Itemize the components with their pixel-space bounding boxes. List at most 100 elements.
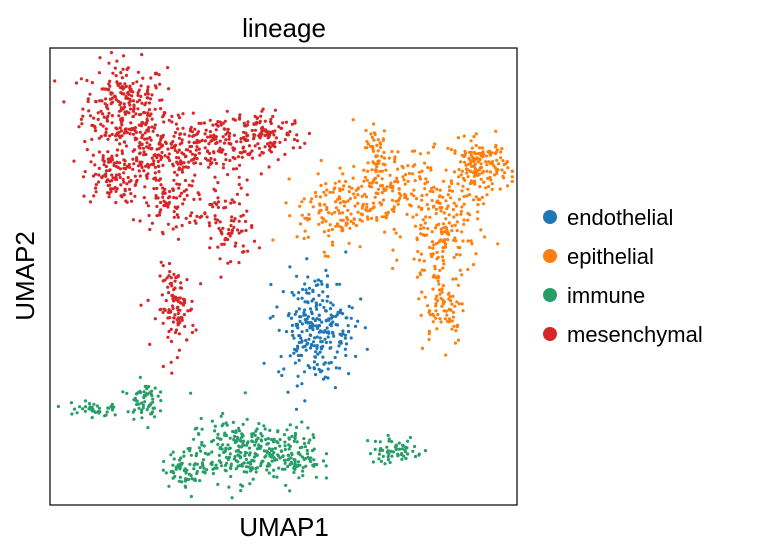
point-epithelial [444,353,448,357]
point-endothelial [334,314,338,318]
point-mesenchymal [131,114,136,118]
point-epithelial [317,222,321,226]
point-mesenchymal [193,153,197,157]
point-immune [236,453,240,457]
point-mesenchymal [149,112,153,116]
point-mesenchymal [267,165,271,169]
point-endothelial [346,324,350,328]
point-epithelial [449,299,453,303]
point-endothelial [284,330,289,334]
point-endothelial [350,306,354,310]
point-mesenchymal [214,221,218,225]
point-epithelial [447,185,451,189]
point-mesenchymal [128,187,132,191]
point-epithelial [374,155,378,159]
point-endothelial [305,257,309,261]
point-mesenchymal [123,187,127,191]
point-immune [296,460,301,464]
point-endothelial [331,303,335,307]
point-epithelial [380,177,384,181]
point-immune [239,436,243,440]
point-endothelial [300,296,304,300]
point-mesenchymal [129,121,133,125]
point-epithelial [495,158,499,162]
point-epithelial [330,212,334,216]
point-epithelial [322,217,326,221]
point-mesenchymal [151,129,155,133]
point-mesenchymal [142,196,146,200]
point-immune [263,427,267,431]
point-immune [217,453,221,457]
point-mesenchymal [171,227,175,231]
point-epithelial [372,138,376,142]
point-mesenchymal [110,91,114,95]
point-epithelial [450,224,454,228]
point-epithelial [343,200,348,204]
point-mesenchymal [143,111,147,115]
point-epithelial [446,238,450,242]
point-mesenchymal [159,307,163,311]
point-mesenchymal [181,202,185,206]
point-epithelial [284,201,288,205]
point-immune [253,433,257,437]
point-immune [272,451,276,455]
point-epithelial [356,193,360,197]
point-mesenchymal [104,130,108,134]
point-immune [197,446,201,450]
point-endothelial [315,346,319,350]
point-immune [295,464,299,468]
point-mesenchymal [238,113,242,117]
point-immune [279,449,283,453]
point-mesenchymal [104,180,109,184]
point-epithelial [431,246,435,250]
point-mesenchymal [162,203,166,208]
point-mesenchymal [167,152,171,156]
point-mesenchymal [230,215,234,219]
point-epithelial [362,168,366,172]
point-mesenchymal [135,156,139,160]
point-immune [265,468,269,472]
point-epithelial [435,294,439,298]
point-mesenchymal [140,120,144,125]
point-immune [275,475,279,479]
point-mesenchymal [123,159,127,163]
point-epithelial [459,212,463,216]
point-epithelial [427,332,431,336]
point-mesenchymal [123,82,127,86]
point-endothelial [325,326,329,330]
point-mesenchymal [122,180,126,184]
point-mesenchymal [198,197,202,201]
point-mesenchymal [235,192,239,196]
point-epithelial [341,172,345,176]
point-mesenchymal [136,91,140,95]
point-epithelial [427,337,431,342]
point-epithelial [455,220,459,224]
point-endothelial [321,344,325,348]
point-epithelial [409,192,413,196]
point-epithelial [489,178,493,182]
point-epithelial [450,229,454,233]
point-immune [408,435,412,440]
point-epithelial [458,268,462,272]
point-epithelial [428,313,432,317]
point-endothelial [324,309,328,313]
point-mesenchymal [139,163,143,167]
point-endothelial [347,330,351,334]
point-epithelial [502,163,506,167]
point-epithelial [446,146,450,150]
point-endothelial [327,317,331,321]
point-mesenchymal [303,141,307,145]
point-mesenchymal [168,189,172,194]
point-epithelial [467,157,471,161]
point-mesenchymal [168,195,172,199]
point-mesenchymal [123,105,127,109]
point-endothelial [306,275,310,279]
point-endothelial [295,349,299,353]
point-epithelial [365,140,369,144]
point-mesenchymal [253,144,257,148]
point-epithelial [316,172,320,176]
point-mesenchymal [155,214,159,218]
point-epithelial [369,207,373,211]
point-immune [312,435,316,440]
point-epithelial [363,175,367,179]
